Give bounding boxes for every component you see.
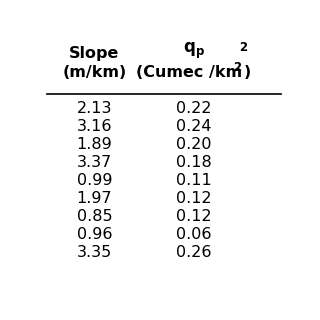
Text: 0.99: 0.99 xyxy=(77,173,112,188)
Text: 3.37: 3.37 xyxy=(77,155,112,170)
Text: 1.89: 1.89 xyxy=(77,137,112,152)
Text: 2: 2 xyxy=(239,41,247,54)
Text: 0.06: 0.06 xyxy=(176,227,212,242)
Text: 0.96: 0.96 xyxy=(77,227,112,242)
Text: $\mathbf{q_p}$: $\mathbf{q_p}$ xyxy=(183,40,205,60)
Text: 0.22: 0.22 xyxy=(176,101,212,116)
Text: 3.35: 3.35 xyxy=(77,245,112,260)
Text: ): ) xyxy=(244,65,251,80)
Text: 0.11: 0.11 xyxy=(176,173,212,188)
Text: (m/km): (m/km) xyxy=(62,65,127,80)
Text: Slope: Slope xyxy=(69,45,120,60)
Text: 0.24: 0.24 xyxy=(176,119,212,134)
Text: (Cumec /km: (Cumec /km xyxy=(136,65,242,80)
Text: 0.26: 0.26 xyxy=(176,245,212,260)
Text: 2: 2 xyxy=(233,61,241,74)
Text: 0.12: 0.12 xyxy=(176,209,212,224)
Text: 0.85: 0.85 xyxy=(77,209,112,224)
Text: 1.97: 1.97 xyxy=(77,191,112,206)
Text: 0.18: 0.18 xyxy=(176,155,212,170)
Text: 0.12: 0.12 xyxy=(176,191,212,206)
Text: 3.16: 3.16 xyxy=(77,119,112,134)
Text: 2.13: 2.13 xyxy=(77,101,112,116)
Text: 0.20: 0.20 xyxy=(176,137,212,152)
